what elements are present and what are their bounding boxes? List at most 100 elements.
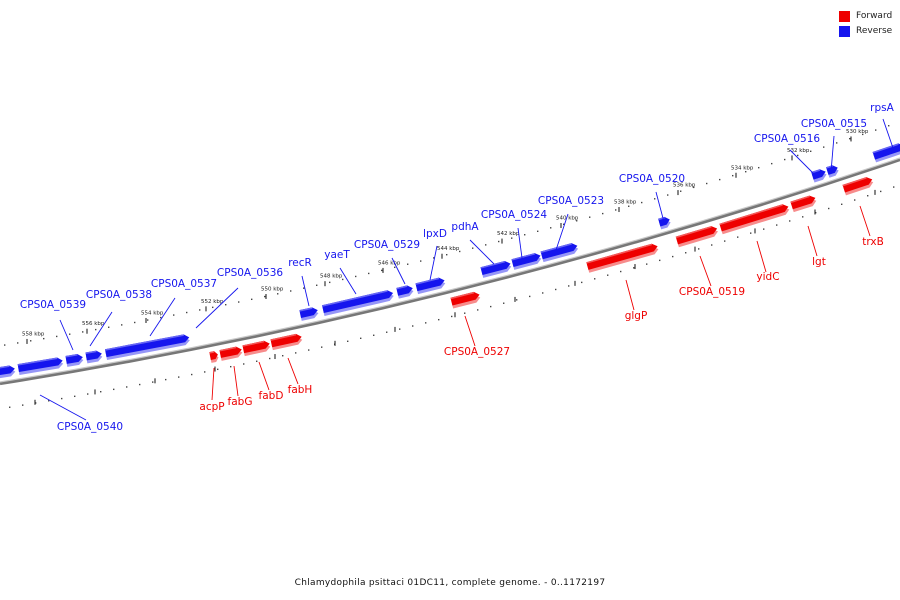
gene-cps0a_0527[interactable] xyxy=(450,291,481,309)
gene-yidc[interactable] xyxy=(719,203,790,235)
leader-fabg xyxy=(233,365,239,397)
gene-cps0a_0516[interactable] xyxy=(811,168,828,183)
tick-536-kbp: 536 kbp xyxy=(673,183,696,196)
leader-cps0a_0536 xyxy=(195,287,239,329)
gene-label-cps0a_0515: CPS0A_0515 xyxy=(801,118,867,130)
gene-label-cps0a_0537: CPS0A_0537 xyxy=(151,278,217,290)
gene-cps0a_0540[interactable] xyxy=(0,365,16,379)
leader-acpp xyxy=(211,367,215,401)
gene-recr[interactable] xyxy=(299,306,319,321)
tick-548-kbp: 548 kbp xyxy=(320,274,343,287)
gene-lpxd[interactable] xyxy=(415,276,446,295)
tick-552-kbp: 552 kbp xyxy=(201,299,224,312)
leader-cps0a_0520 xyxy=(655,191,665,223)
tick-558-kbp: 558 kbp xyxy=(22,331,45,344)
gene-fabh[interactable] xyxy=(270,333,304,351)
gene-label-cps0a_0540: CPS0A_0540 xyxy=(57,421,123,433)
gene-cps0a_0538[interactable] xyxy=(65,353,84,367)
tick-530-kbp: 530 kbp xyxy=(846,129,869,142)
gene-label-cps0a_0539: CPS0A_0539 xyxy=(20,299,86,311)
gene-label-pdha: pdhA xyxy=(451,221,479,233)
gene-fabg[interactable] xyxy=(219,346,243,361)
tick-554-kbp: 554 kbp xyxy=(141,310,164,323)
gene-acpp[interactable] xyxy=(209,351,219,363)
svg-text:546 kbp: 546 kbp xyxy=(378,260,401,266)
tick-544-kbp: 544 kbp xyxy=(437,246,460,259)
gene-label-cps0a_0527: CPS0A_0527 xyxy=(444,346,510,358)
gene-cps0a_0520[interactable] xyxy=(658,216,672,230)
leader-cps0a_0516 xyxy=(789,149,819,179)
gene-cps0a_0536[interactable] xyxy=(104,333,191,361)
svg-text:556 kbp: 556 kbp xyxy=(82,321,105,327)
tick-532-kbp: 532 kbp xyxy=(787,148,810,161)
gene-features xyxy=(0,143,900,379)
gene-label-cps0a_0529: CPS0A_0529 xyxy=(354,239,420,251)
gene-cps0a_0529[interactable] xyxy=(396,284,414,299)
svg-text:532 kbp: 532 kbp xyxy=(787,148,810,154)
leader-pdha xyxy=(469,239,495,265)
leader-cps0a_0527 xyxy=(464,315,476,347)
tick-542-kbp: 542 kbp xyxy=(497,231,520,244)
svg-text:550 kbp: 550 kbp xyxy=(261,287,284,293)
gene-label-fabh: fabH xyxy=(288,384,313,396)
gene-cps0a_0524[interactable] xyxy=(511,252,542,270)
reverse-swatch xyxy=(839,25,850,37)
leader-recr xyxy=(301,275,310,307)
gene-glgp[interactable] xyxy=(586,242,659,273)
svg-text:558 kbp: 558 kbp xyxy=(22,331,45,337)
gene-label-fabg: fabG xyxy=(228,396,253,408)
gene-label-cps0a_0536: CPS0A_0536 xyxy=(217,267,283,279)
svg-text:536 kbp: 536 kbp xyxy=(673,183,696,189)
gene-cps0a_0539[interactable] xyxy=(17,357,64,375)
gene-label-trxb: trxB xyxy=(862,236,884,248)
gene-cps0a_0515[interactable] xyxy=(826,164,840,178)
legend-forward: Forward xyxy=(839,10,892,22)
gene-label-lpxd: lpxD xyxy=(423,228,447,240)
gene-fabd[interactable] xyxy=(242,340,271,357)
leader-cps0a_0515 xyxy=(830,135,835,173)
leader-cps0a_0540 xyxy=(39,394,87,421)
gene-label-lgt: lgt xyxy=(812,256,826,268)
tick-538-kbp: 538 kbp xyxy=(614,200,637,213)
gene-yaet[interactable] xyxy=(322,289,395,316)
genome-backbone xyxy=(0,157,900,386)
gene-pdha[interactable] xyxy=(480,260,512,278)
tick-540-kbp: 540 kbp xyxy=(556,216,579,229)
gene-label-cps0a_0520: CPS0A_0520 xyxy=(619,173,685,185)
gene-cps0a_0519[interactable] xyxy=(675,225,719,248)
gene-label-fabd: fabD xyxy=(259,390,284,402)
svg-text:530 kbp: 530 kbp xyxy=(846,129,869,135)
legend-forward-label: Forward xyxy=(856,11,893,21)
legend-reverse: Reverse xyxy=(839,25,892,37)
svg-text:540 kbp: 540 kbp xyxy=(556,216,579,222)
leader-fabh xyxy=(287,357,299,385)
svg-text:542 kbp: 542 kbp xyxy=(497,231,520,237)
leader-cps0a_0529 xyxy=(391,257,406,285)
gene-label-glgp: glgP xyxy=(625,310,648,322)
leader-yidc xyxy=(756,240,767,273)
genome-caption: Chlamydophila psittaci 01DC11, complete … xyxy=(294,578,606,588)
svg-text:554 kbp: 554 kbp xyxy=(141,310,164,316)
gene-lgt[interactable] xyxy=(790,194,817,213)
svg-text:548 kbp: 548 kbp xyxy=(320,274,343,280)
gene-label-cps0a_0523: CPS0A_0523 xyxy=(538,195,604,207)
gene-label-cps0a_0516: CPS0A_0516 xyxy=(754,133,820,145)
leader-cps0a_0519 xyxy=(699,255,712,287)
gene-label-yidc: yidC xyxy=(756,271,779,283)
leader-trxb xyxy=(859,205,871,237)
leader-cps0a_0538 xyxy=(89,311,113,347)
svg-text:544 kbp: 544 kbp xyxy=(437,246,460,252)
leader-cps0a_0537 xyxy=(149,297,176,337)
gene-trxb[interactable] xyxy=(842,176,875,196)
leader-cps0a_0523 xyxy=(555,213,569,251)
legend-reverse-label: Reverse xyxy=(856,26,893,36)
leader-cps0a_0539 xyxy=(59,319,74,351)
leader-fabd xyxy=(258,361,270,391)
gene-label-acpp: acpP xyxy=(199,401,224,413)
gene-cps0a_0537[interactable] xyxy=(85,350,103,364)
leader-lpxd xyxy=(429,245,438,281)
gene-label-cps0a_0538: CPS0A_0538 xyxy=(86,289,152,301)
gene-label-recr: recR xyxy=(288,257,312,269)
leader-glgp xyxy=(625,279,635,311)
